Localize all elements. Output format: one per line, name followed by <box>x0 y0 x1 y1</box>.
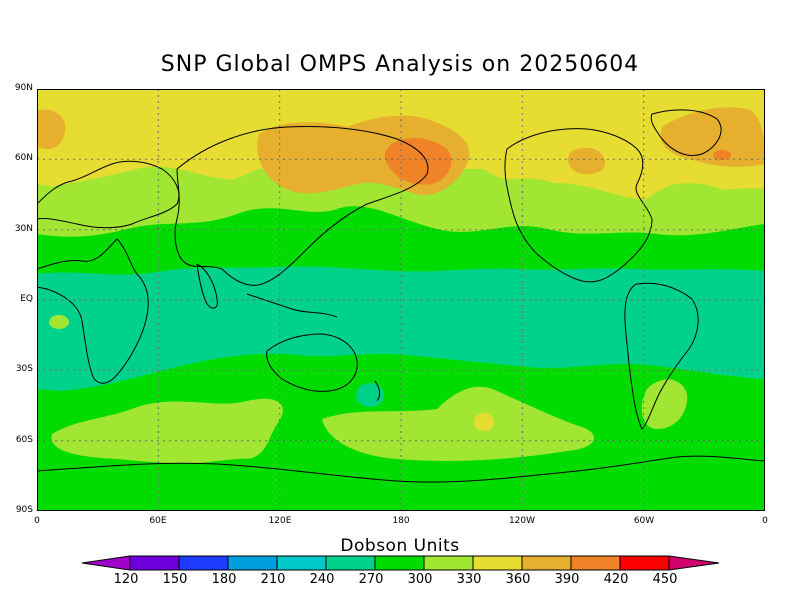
colorbar-label: 360 <box>505 572 531 587</box>
coastlines <box>37 109 765 483</box>
lon-label-120e: 120E <box>268 516 292 526</box>
ozone-map-svg <box>37 89 765 511</box>
colorbar-swatch <box>620 556 669 570</box>
lon-label-180: 180 <box>392 516 410 526</box>
colorbar-label: 120 <box>113 572 139 587</box>
coast-south-america <box>624 282 699 430</box>
colorbar-swatch <box>424 556 473 570</box>
colorbar-arrow-high <box>669 556 719 570</box>
coast-africa <box>37 238 149 384</box>
lat-label-90s: 90S <box>15 505 33 515</box>
band-270-300-antarctic <box>37 458 765 511</box>
lon-label-60w: 60W <box>633 516 655 526</box>
high-360-390-europe <box>37 109 66 150</box>
blob-330-360-south <box>474 413 494 431</box>
lat-label-90n: 90N <box>14 83 33 93</box>
colorbar-swatch <box>326 556 375 570</box>
colorbar-label: 210 <box>260 572 286 587</box>
colorbar-title: Dobson Units <box>340 536 460 556</box>
coast-se-asia <box>246 293 338 318</box>
colorbar-label: 420 <box>603 572 629 587</box>
band-300-330-south-2 <box>322 386 594 462</box>
max-390-420-greenland <box>713 150 731 160</box>
coast-india <box>196 263 218 309</box>
blob-240-270-africa <box>49 315 69 329</box>
colorbar-swatch <box>571 556 620 570</box>
coast-new-zealand <box>374 380 381 402</box>
colorbar-swatch <box>277 556 326 570</box>
lon-label-0-left: 0 <box>34 516 40 526</box>
colorbar-arrow-low <box>82 556 130 570</box>
colorbar-label: 330 <box>456 572 482 587</box>
colorbar-swatch <box>473 556 522 570</box>
coast-europe <box>37 160 180 229</box>
band-300-330-south-1 <box>51 398 283 464</box>
band-300-330-south-3 <box>641 379 688 429</box>
coast-asia <box>174 126 429 286</box>
coast-antarctica <box>37 455 765 483</box>
coast-north-america <box>504 128 653 283</box>
colorbar-swatch <box>228 556 277 570</box>
lat-label-60n: 60N <box>14 153 33 163</box>
lat-label-30n: 30N <box>14 224 33 234</box>
lon-label-120w: 120W <box>508 516 536 526</box>
lon-label-0-right: 0 <box>762 516 768 526</box>
high-360-390-atlantic-small <box>567 147 606 175</box>
colorbar-swatch <box>130 556 179 570</box>
lat-label-60s: 60S <box>15 435 33 445</box>
colorbar-label: 390 <box>554 572 580 587</box>
colorbar-swatch <box>522 556 571 570</box>
lat-label-eq: EQ <box>20 294 33 304</box>
colorbar-label: 270 <box>358 572 384 587</box>
ozone-map <box>37 89 765 511</box>
lat-label-30s: 30S <box>15 364 33 374</box>
colorbar-label: 180 <box>211 572 237 587</box>
colorbar-label: 240 <box>309 572 335 587</box>
coast-greenland <box>650 109 722 156</box>
colorbar-swatch <box>179 556 228 570</box>
colorbar-label: 450 <box>652 572 678 587</box>
chart-title: SNP Global OMPS Analysis on 20250604 <box>160 52 640 77</box>
colorbar-swatch <box>375 556 424 570</box>
gridlines <box>37 89 765 511</box>
high-360-390-arctic-east <box>660 107 765 167</box>
coast-australia <box>266 333 358 392</box>
map-frame <box>37 89 765 511</box>
colorbar-label: 150 <box>162 572 188 587</box>
band-240-270-tropics <box>37 266 765 391</box>
colorbar-label: 300 <box>407 572 433 587</box>
lon-label-60e: 60E <box>149 516 167 526</box>
band-300-330-north <box>37 166 765 237</box>
